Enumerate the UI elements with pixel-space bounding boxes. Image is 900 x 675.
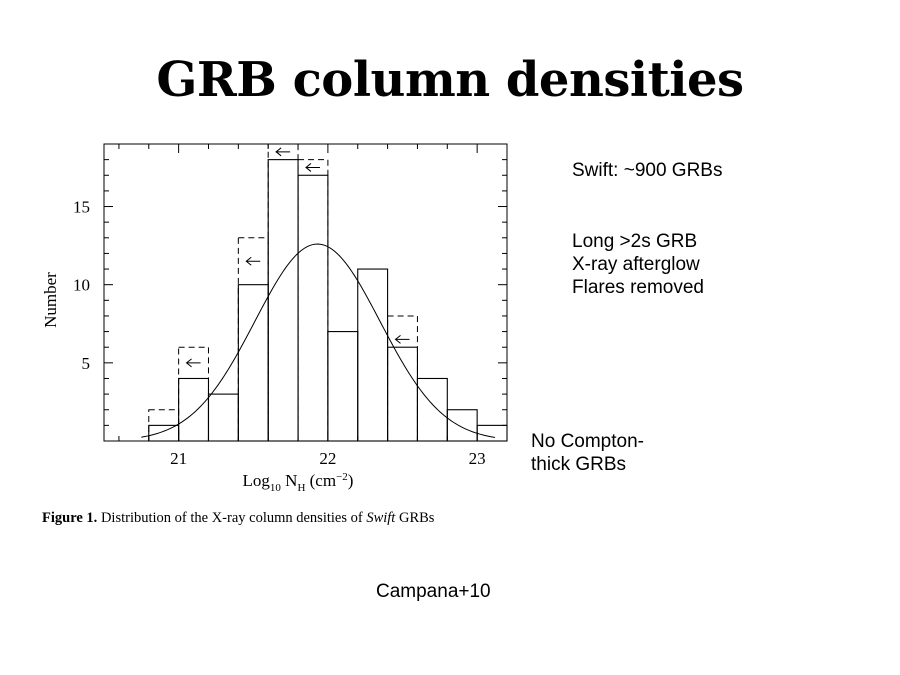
histogram-bar [476, 424, 508, 442]
sample-note: Swift: ~900 GRBs [572, 160, 723, 181]
histogram-bar [327, 331, 359, 442]
x-axis-label-sub1: 10 [270, 482, 282, 494]
histogram-bar [446, 409, 478, 442]
compton-note: No Compton- thick GRBs [531, 430, 644, 476]
criteria-line: X-ray afterglow [572, 254, 700, 275]
x-axis-label: Log10 NH (cm−2) [243, 471, 354, 494]
caption-label: Figure 1. [42, 510, 98, 526]
upper-limit-arrow [305, 163, 320, 172]
slide-title: GRB column densities [156, 52, 744, 108]
x-axis-label-units: (cm [305, 471, 336, 490]
caption-text-after: GRBs [398, 510, 435, 526]
x-tick-label: 22 [319, 449, 336, 468]
histogram-bar [387, 346, 418, 442]
histogram-bar [178, 377, 210, 442]
x-axis-label-main: Log [243, 471, 271, 490]
x-axis-label-close: ) [348, 471, 354, 490]
criteria-line: Flares removed [572, 277, 704, 298]
histogram-bar [237, 284, 269, 442]
histogram-bar [357, 268, 389, 442]
x-tick-label: 23 [469, 449, 486, 468]
x-axis-label-exp: −2 [336, 471, 348, 483]
upper-limit-arrow [185, 358, 201, 368]
citation: Campana+10 [376, 581, 491, 602]
dashed-upper-limit-bar [267, 143, 299, 442]
y-tick-label: 15 [73, 198, 90, 217]
x-axis-label-sub2: H [297, 482, 305, 494]
upper-limit-arrow [275, 147, 291, 157]
histogram-bar [416, 377, 448, 442]
compton-line: No Compton- [531, 431, 644, 452]
upper-limit-arrow [394, 335, 410, 344]
histogram-bar [267, 159, 299, 442]
histogram-bar [148, 424, 180, 442]
criteria-line: Long >2s GRB [572, 231, 698, 252]
caption-italic: Swift [366, 510, 396, 526]
upper-limit-arrow [245, 256, 261, 266]
figure-caption: Figure 1. Distribution of the X-ray colu… [42, 510, 512, 527]
gaussian-fit-curve [141, 243, 496, 438]
x-tick-label: 21 [170, 449, 187, 468]
y-tick-label: 10 [73, 276, 90, 295]
dashed-upper-limit-bar [178, 346, 209, 442]
y-tick-label: 5 [82, 354, 91, 373]
criteria-note: Long >2s GRB X-ray afterglow Flares remo… [572, 230, 704, 299]
histogram-bar [297, 174, 329, 442]
caption-text-before: Distribution of the X-ray column densiti… [100, 510, 363, 526]
x-axis-label-mid: N [281, 471, 298, 490]
dashed-upper-limit-bar [297, 159, 329, 442]
histogram-bar [207, 393, 239, 442]
plot-frame [103, 143, 508, 442]
dashed-upper-limit-bar [237, 237, 269, 442]
y-axis-label: Number [41, 272, 60, 328]
compton-line: thick GRBs [531, 454, 627, 475]
